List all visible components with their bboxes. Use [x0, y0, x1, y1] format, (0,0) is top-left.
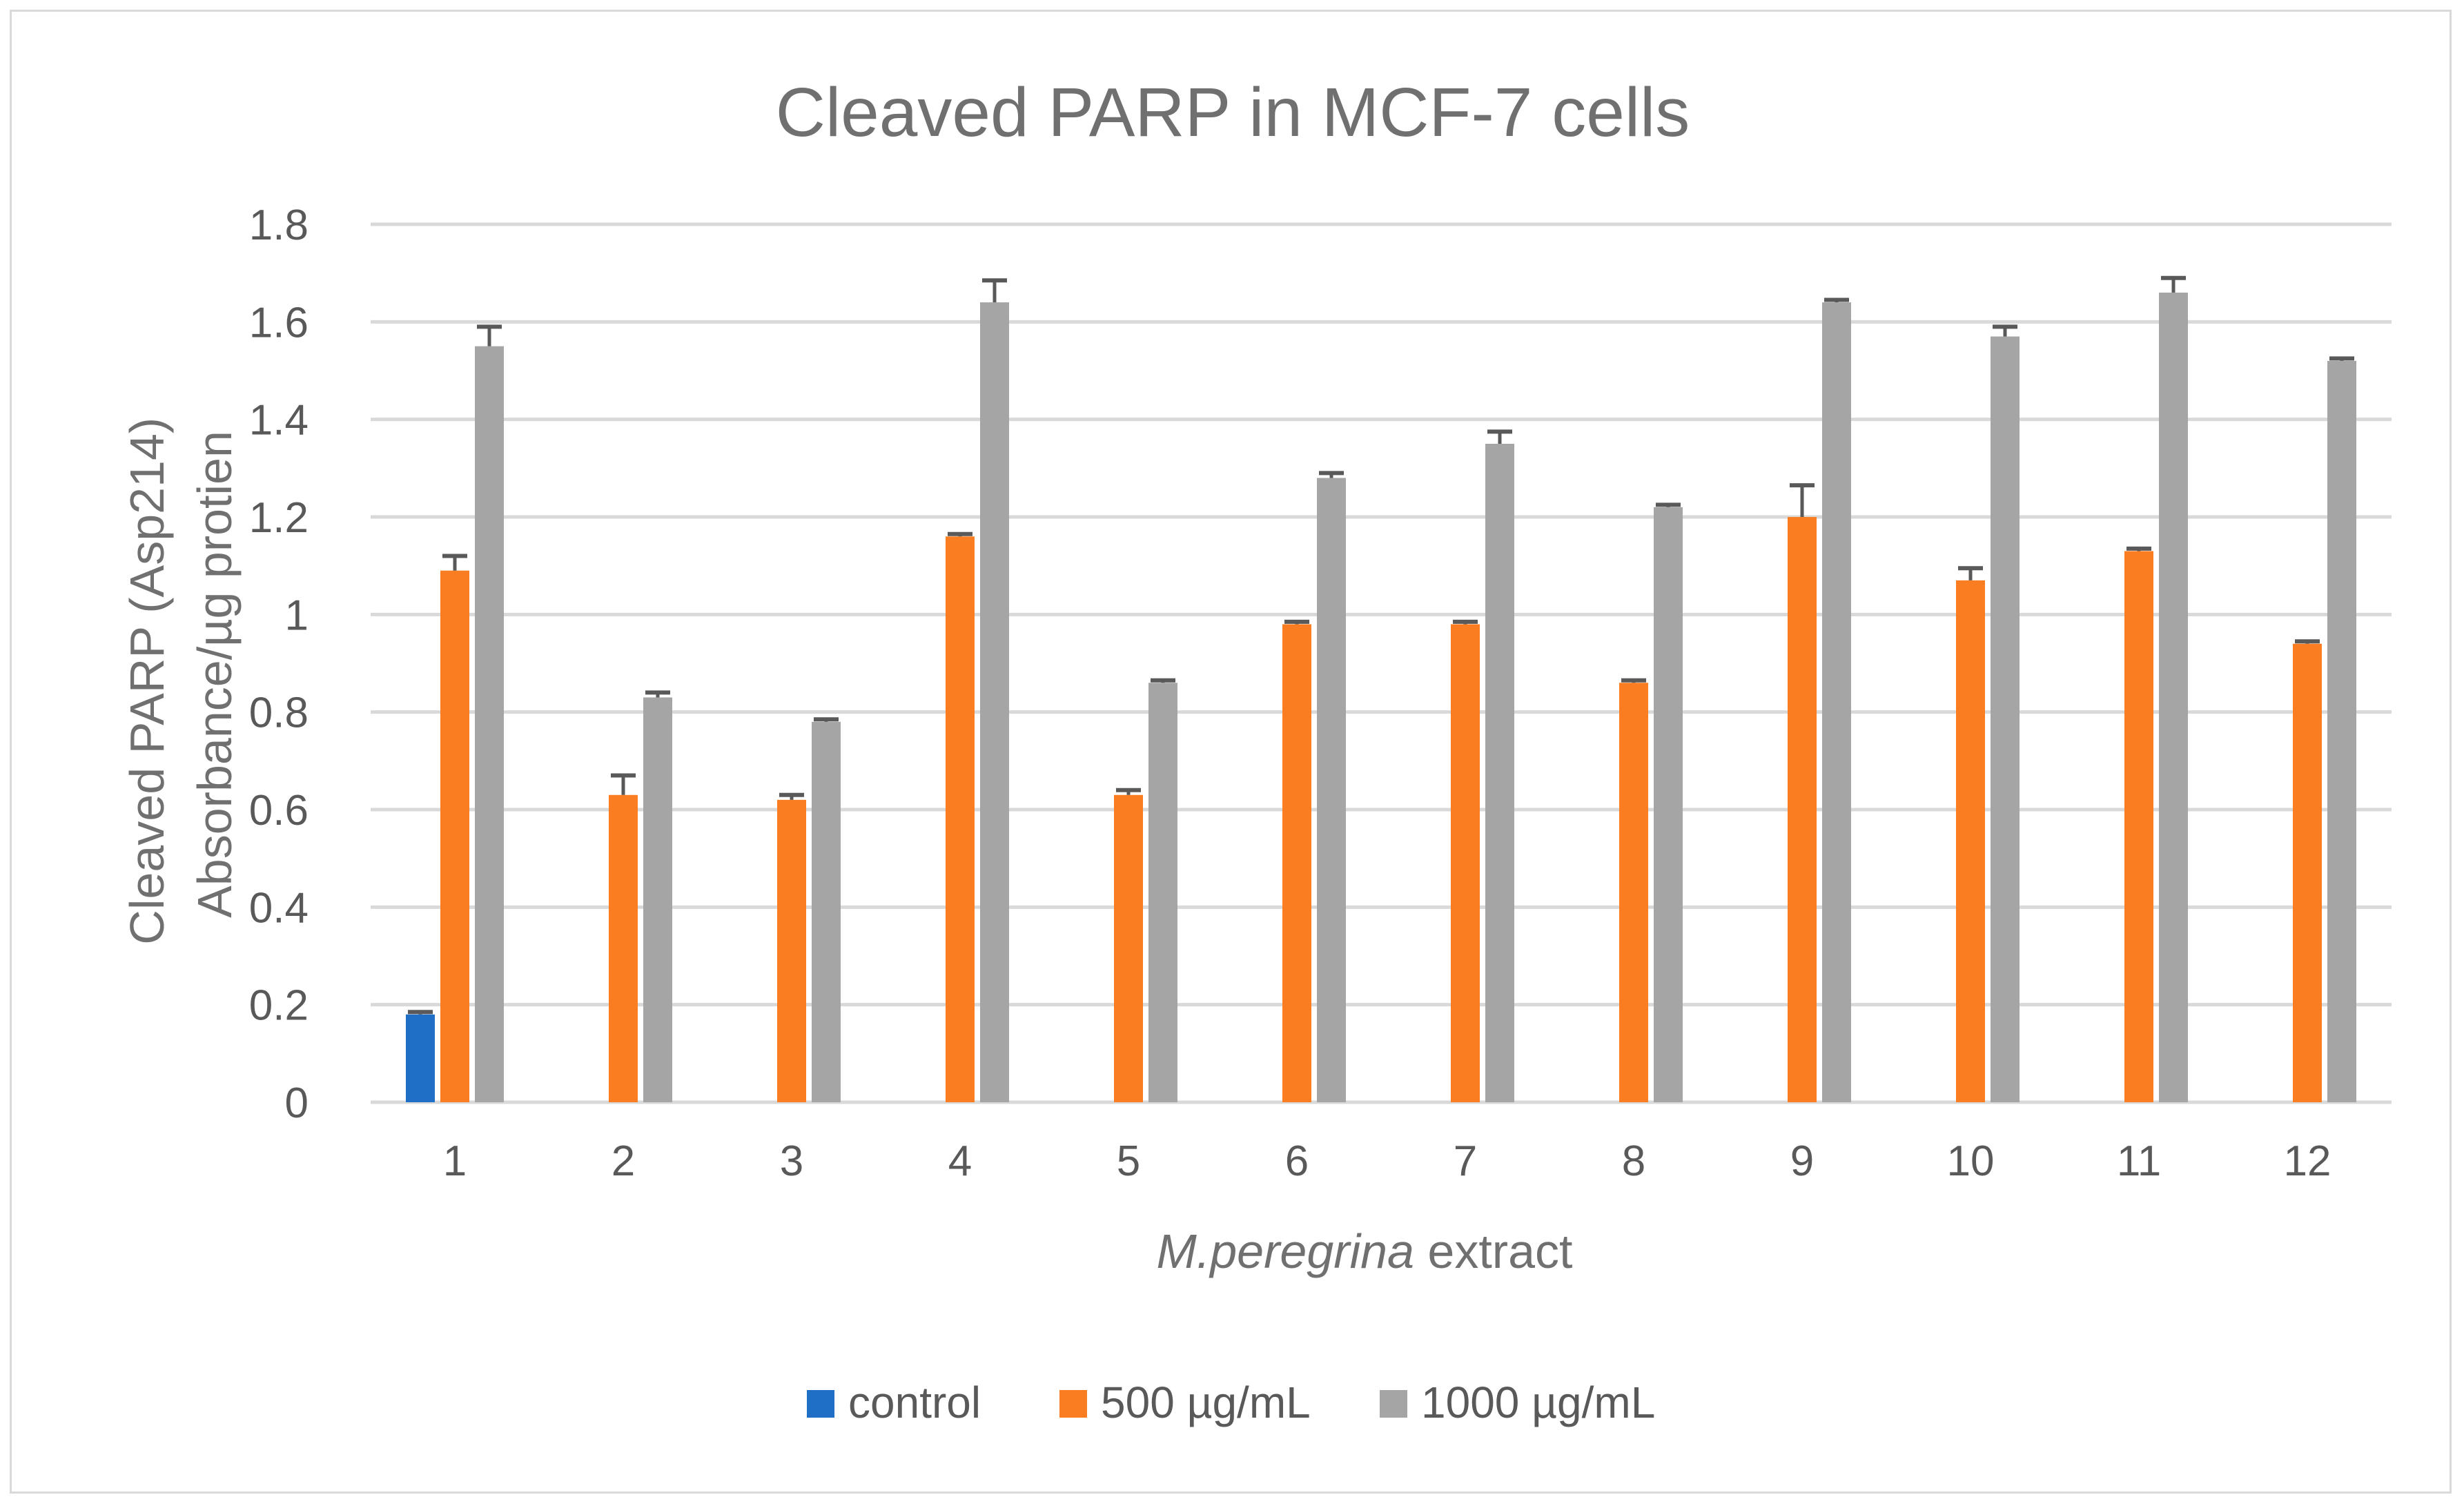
x-axis-title-italic: M.peregrina: [1156, 1224, 1414, 1278]
bar-1000-4: [980, 302, 1009, 1103]
x-tick-label: 10: [1947, 1137, 1995, 1185]
legend-label-control: control: [848, 1378, 981, 1427]
legend-label-1000: 1000 µg/mL: [1421, 1378, 1655, 1427]
y-axis-title-line2: Absorbance/µg protien: [188, 431, 242, 918]
bar-1000-12: [2327, 360, 2356, 1102]
x-tick-label: 4: [948, 1137, 972, 1185]
error-bar-layer: [408, 275, 2354, 1015]
bar-500-6: [1282, 624, 1311, 1102]
bar-1000-7: [1485, 444, 1514, 1102]
legend-swatch-control: [807, 1390, 834, 1418]
bar-500-3: [777, 799, 806, 1102]
bar-1000-9: [1822, 302, 1851, 1103]
x-tick-label: 5: [1117, 1137, 1140, 1185]
y-tick-label: 0: [285, 1079, 309, 1127]
y-tick-label: 0.8: [249, 690, 309, 737]
grid-layer: [371, 222, 2392, 1104]
x-tick-label: 9: [1790, 1137, 1814, 1185]
y-tick-label: 1.6: [249, 299, 309, 346]
legend-swatch-1000: [1380, 1390, 1407, 1418]
chart-title: Cleaved PARP in MCF-7 cells: [776, 74, 1690, 151]
y-axis-title: Cleaved PARP (Asp214) Absorbance/µg prot…: [120, 404, 242, 944]
x-tick-label: 12: [2284, 1137, 2331, 1185]
bar-layer: [406, 292, 2356, 1103]
x-tick-label: 6: [1285, 1137, 1309, 1185]
x-axis-title: M.peregrina extract: [1156, 1224, 1572, 1278]
bar-control-1: [406, 1014, 435, 1102]
y-tick-label: 1.2: [249, 494, 309, 542]
bar-1000-5: [1148, 683, 1177, 1102]
bar-500-7: [1451, 624, 1480, 1102]
x-axis-title-rest: extract: [1414, 1224, 1573, 1278]
x-tick-label: 3: [780, 1137, 803, 1185]
chart-svg: Cleaved PARP in MCF-7 cells 0 0.2 0.4 0.6 0.…: [120, 74, 2392, 1427]
bar-1000-2: [643, 697, 672, 1102]
bar-500-11: [2124, 551, 2153, 1102]
bar-500-9: [1788, 517, 1817, 1102]
y-axis-title-line1: Cleaved PARP (Asp214): [120, 418, 174, 945]
y-tick-label: 1.4: [249, 397, 309, 444]
bar-500-5: [1114, 794, 1143, 1102]
bar-500-10: [1956, 580, 1985, 1102]
y-tick-labels: 0 0.2 0.4 0.6 0.8 1 1.2 1.4 1.6 1.8: [249, 202, 309, 1127]
bar-500-4: [946, 536, 975, 1102]
x-tick-labels: 1 2 3 4 5 6 7 8 9 10 11 12: [443, 1137, 2331, 1185]
bar-1000-11: [2159, 292, 2188, 1102]
y-tick-label: 1.8: [249, 202, 309, 249]
bar-1000-8: [1654, 507, 1683, 1102]
bar-500-8: [1619, 683, 1648, 1102]
x-tick-label: 1: [443, 1137, 467, 1185]
bar-1000-3: [812, 721, 841, 1102]
y-tick-label: 0.4: [249, 884, 309, 932]
bar-1000-1: [475, 346, 504, 1103]
bar-500-1: [440, 570, 469, 1102]
bar-500-2: [609, 794, 638, 1102]
bar-500-12: [2293, 643, 2322, 1102]
x-tick-label: 2: [612, 1137, 635, 1185]
bar-1000-6: [1317, 478, 1346, 1102]
legend: control 500 µg/mL 1000 µg/mL: [807, 1378, 1655, 1427]
legend-swatch-500: [1059, 1390, 1087, 1418]
y-tick-label: 0.2: [249, 982, 309, 1030]
y-tick-label: 0.6: [249, 787, 309, 834]
chart-frame: Cleaved PARP in MCF-7 cells 0 0.2 0.4 0.6 0.…: [10, 10, 2452, 1494]
bar-1000-10: [1991, 336, 2020, 1102]
x-tick-label: 11: [2117, 1137, 2161, 1185]
x-tick-label: 7: [1454, 1137, 1477, 1185]
x-tick-label: 8: [1622, 1137, 1645, 1185]
legend-label-500: 500 µg/mL: [1101, 1378, 1311, 1427]
y-tick-label: 1: [285, 591, 309, 639]
